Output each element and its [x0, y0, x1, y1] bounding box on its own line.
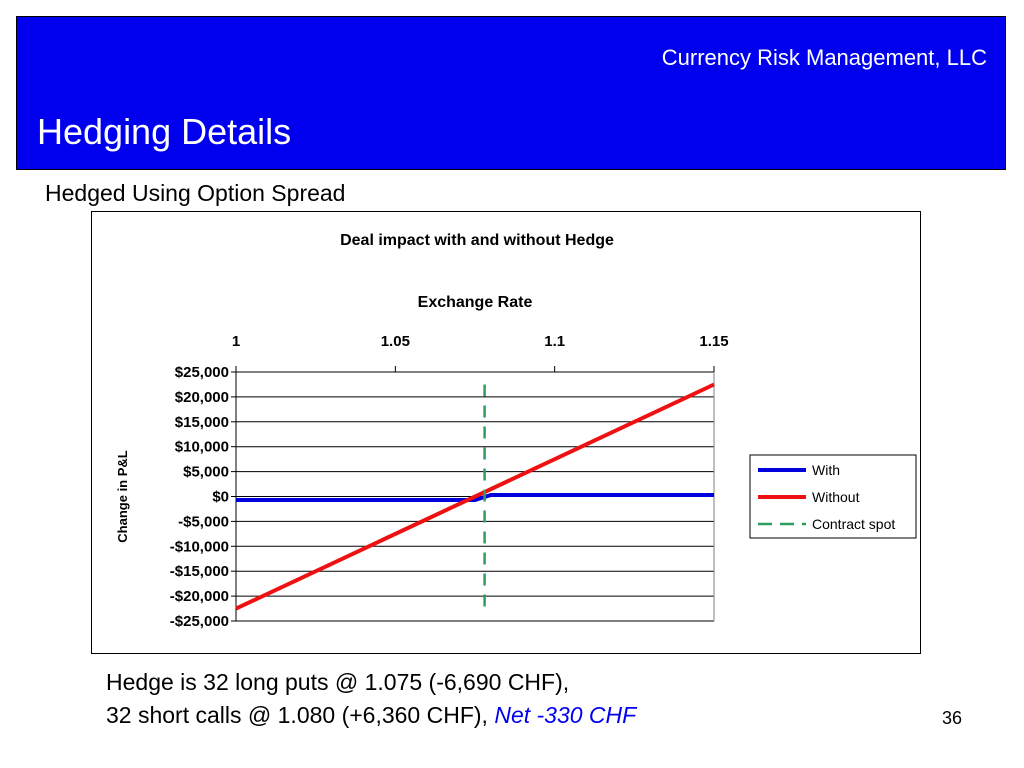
net-cost-text: Net -330 CHF	[494, 702, 637, 728]
slide-subtitle: Hedged Using Option Spread	[45, 180, 346, 206]
pnl-line-chart: Deal impact with and without Hedge Exchan…	[115, 232, 917, 630]
series-line-without	[235, 382, 715, 611]
header-band: Currency Risk Management, LLC Hedging De…	[16, 16, 1006, 170]
hedge-note-line-2-text: 32 short calls @ 1.080 (+6,360 CHF),	[106, 702, 495, 728]
hedge-note-line-1: Hedge is 32 long puts @ 1.075 (-6,690 CH…	[106, 669, 570, 695]
x-tick-label: 1.1	[544, 333, 565, 350]
x-tick-label: 1.15	[699, 333, 728, 350]
y-tick-label: -$20,000	[170, 588, 229, 605]
legend-label: Contract spot	[812, 516, 895, 532]
legend-label: With	[812, 462, 840, 478]
x-axis-title: Exchange Rate	[418, 294, 533, 311]
hedge-note-line-2: 32 short calls @ 1.080 (+6,360 CHF), Net…	[106, 699, 636, 732]
y-tick-label: $0	[212, 489, 229, 506]
series-line-with	[236, 493, 714, 502]
y-tick-label: -$15,000	[170, 563, 229, 580]
y-tick-label: $15,000	[175, 414, 229, 431]
y-tick-label: -$10,000	[170, 538, 229, 555]
y-axis-title: Change in P&L	[115, 450, 130, 543]
y-tick-label: $10,000	[175, 439, 229, 456]
x-tick-label: 1.05	[381, 333, 410, 350]
chart-title: Deal impact with and without Hedge	[340, 232, 614, 249]
y-tick-label: $20,000	[175, 389, 229, 406]
y-tick-label: -$5,000	[178, 513, 229, 530]
y-tick-label: $5,000	[183, 464, 229, 481]
slide-title: Hedging Details	[37, 111, 292, 152]
chart-frame: Deal impact with and without Hedge Exchan…	[91, 211, 921, 654]
legend-label: Without	[812, 489, 860, 505]
x-tick-label: 1	[232, 333, 240, 350]
hedge-note: Hedge is 32 long puts @ 1.075 (-6,690 CH…	[106, 666, 636, 732]
company-name: Currency Risk Management, LLC	[661, 45, 987, 70]
page-number: 36	[942, 708, 963, 728]
y-tick-label: $25,000	[175, 364, 229, 381]
y-tick-label: -$25,000	[170, 613, 229, 630]
